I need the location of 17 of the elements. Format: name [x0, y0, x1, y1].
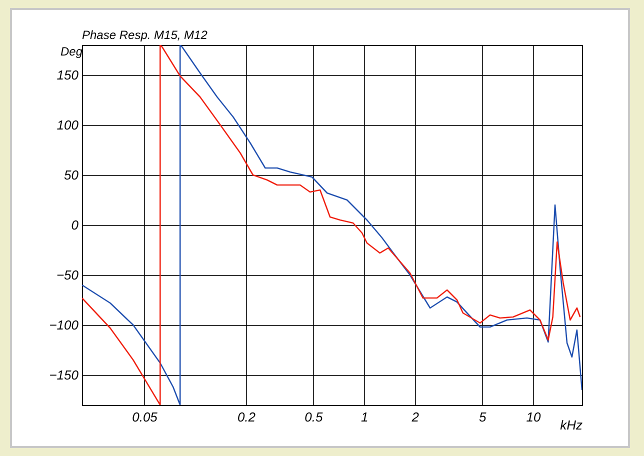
- y-tick-label: −150: [49, 368, 80, 382]
- x-tick-label: 0.2: [237, 410, 256, 424]
- x-tick-label: 2: [410, 410, 420, 424]
- x-axis-title: kHz: [560, 418, 583, 432]
- y-tick-label: 150: [56, 68, 80, 82]
- y-tick-label: 0: [71, 218, 80, 232]
- y-tick-label: 50: [64, 168, 80, 182]
- y-tick-label: −50: [56, 268, 80, 282]
- y-axis-title: Deg: [60, 44, 83, 58]
- chart-title: Phase Resp. M15, M12: [82, 28, 208, 42]
- y-tick-label: −100: [49, 318, 80, 332]
- x-tick-label: 5: [479, 410, 488, 424]
- x-tick-label: 0.5: [304, 410, 324, 424]
- x-tick-label: 10: [526, 410, 542, 424]
- x-tick-label: 0.05: [132, 410, 158, 424]
- x-tick-label: 1: [360, 410, 368, 424]
- y-tick-label: 100: [56, 118, 80, 132]
